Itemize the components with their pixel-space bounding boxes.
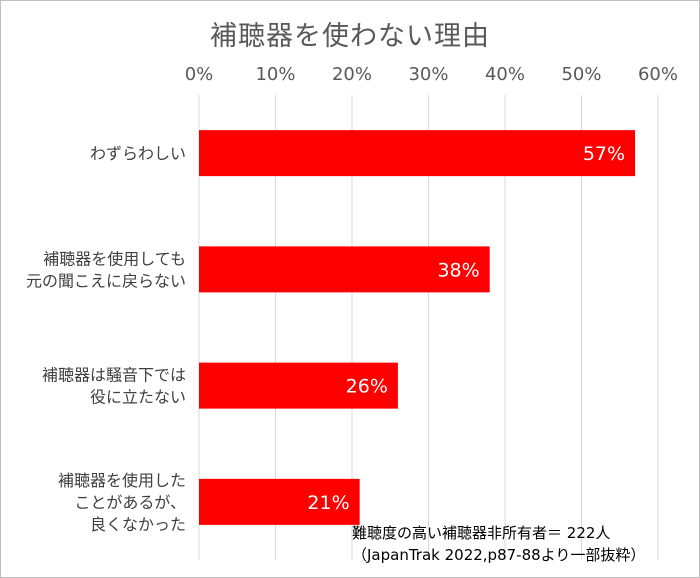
source-note-line-2: （JapanTrak 2022,p87-88より一部抜粋） xyxy=(352,546,646,564)
source-note: 難聴度の高い補聴器非所有者＝ 222人 （JapanTrak 2022,p87-… xyxy=(352,522,645,566)
bar-value-label: 26% xyxy=(346,376,388,398)
x-tick-label: 60% xyxy=(638,64,678,85)
bar xyxy=(199,246,490,293)
category-label: 役に立たない xyxy=(90,388,186,407)
bar xyxy=(199,130,636,177)
category-label: 補聴器を使用しても xyxy=(43,249,186,268)
x-tick-label: 0% xyxy=(185,64,214,85)
category-label: 補聴器を使用した xyxy=(58,471,186,490)
bar-value-label: 38% xyxy=(437,259,479,281)
category-label: 補聴器は騒音下では xyxy=(42,366,186,385)
x-axis-ticks: 0% 10% 20% 30% 40% 50% 60% xyxy=(185,64,678,85)
category-label: わずらわしい xyxy=(90,144,186,163)
x-tick-label: 10% xyxy=(255,64,295,85)
source-note-line-1: 難聴度の高い補聴器非所有者＝ 222人 xyxy=(352,524,611,542)
x-tick-label: 50% xyxy=(561,64,601,85)
bars: 57% 38% 26% 21% xyxy=(199,130,636,525)
bar xyxy=(199,478,360,525)
category-label: ことがあるが、 xyxy=(74,493,186,512)
x-tick-label: 40% xyxy=(485,64,525,85)
x-tick-label: 20% xyxy=(332,64,372,85)
category-label: 元の聞こえに戻らない xyxy=(26,271,186,290)
bar xyxy=(199,362,398,409)
x-tick-label: 30% xyxy=(408,64,448,85)
bar-value-label: 21% xyxy=(307,492,349,514)
category-label: 良くなかった xyxy=(90,515,186,534)
category-labels: わずらわしい補聴器を使用しても元の聞こえに戻らない補聴器は騒音下では役に立たない… xyxy=(26,144,186,534)
bar-value-label: 57% xyxy=(583,143,625,165)
chart-title: 補聴器を使わない理由 xyxy=(210,21,490,52)
